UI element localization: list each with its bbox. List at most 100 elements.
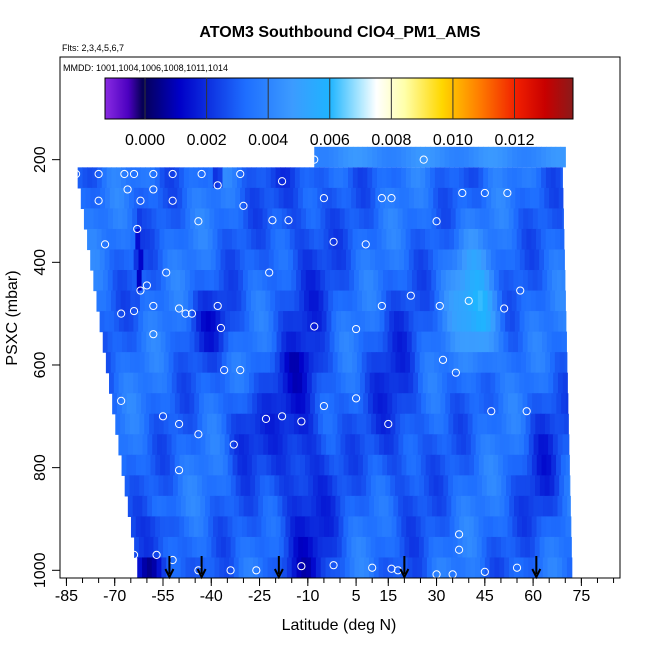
heatmap-cell [279, 290, 286, 312]
sample-point [174, 419, 184, 429]
heatmap-cell [396, 393, 403, 415]
heatmap-cell [430, 516, 436, 538]
heatmap-cell [491, 413, 498, 435]
heatmap-cell [257, 331, 263, 353]
heatmap-cell [227, 516, 233, 538]
heatmap-cell [564, 290, 566, 312]
heatmap-cell [459, 331, 466, 353]
sample-point [236, 366, 245, 375]
heatmap-cell [328, 516, 335, 538]
heatmap-cell [244, 187, 251, 210]
heatmap-cell [101, 167, 108, 189]
heatmap-cell [214, 557, 220, 578]
heatmap-cell [538, 495, 544, 518]
heatmap-cell [472, 352, 479, 374]
heatmap-cell [407, 208, 413, 230]
heatmap-cell [486, 475, 493, 497]
heatmap-cell [522, 331, 529, 353]
heatmap-cell [380, 187, 386, 210]
heatmap-cell [231, 352, 237, 374]
heatmap-cell [379, 249, 386, 271]
heatmap-cell [411, 331, 418, 353]
sample-point [368, 563, 377, 572]
heatmap-cell [212, 290, 218, 312]
heatmap-cell [156, 208, 162, 230]
heatmap-cell [410, 146, 417, 168]
sample-point [351, 324, 361, 334]
sample-point [387, 564, 396, 573]
heatmap-cell [144, 228, 151, 251]
heatmap-cell [239, 311, 246, 333]
heatmap-cell [351, 413, 358, 435]
heatmap-cell [206, 249, 212, 271]
heatmap-cell [358, 454, 364, 476]
heatmap-cell [484, 557, 491, 578]
heatmap-cell [506, 290, 513, 312]
heatmap-cell [506, 475, 512, 497]
heatmap-cell [102, 331, 109, 353]
heatmap-cell [174, 516, 180, 538]
heatmap-cell [279, 475, 285, 497]
flight-markers-layer [164, 556, 542, 580]
heatmap-cell [264, 187, 270, 210]
heatmap-cell [420, 228, 426, 251]
heatmap-cell [215, 187, 222, 210]
heatmap-cell [490, 249, 497, 271]
heatmap-cell [214, 270, 220, 292]
heatmap-cell [421, 393, 427, 415]
heatmap-cell [298, 352, 305, 374]
heatmap-cell [542, 557, 549, 578]
heatmap-cell [540, 228, 547, 251]
heatmap-cell [233, 557, 240, 578]
heatmap-cell [278, 249, 284, 271]
heatmap-cell [336, 249, 342, 271]
heatmap-cell [199, 331, 205, 353]
heatmap-cell [542, 270, 548, 292]
heatmap-cell [391, 516, 398, 538]
heatmap-cell [133, 187, 140, 210]
heatmap-cell [387, 454, 393, 476]
heatmap-cell [430, 454, 436, 476]
heatmap-cell [451, 434, 457, 456]
heatmap-cell [266, 516, 272, 538]
heatmap-cell [379, 311, 386, 333]
heatmap-cell [215, 372, 221, 394]
heatmap-cell [143, 249, 149, 271]
heatmap-cell [308, 475, 314, 497]
heatmap-cell [403, 311, 410, 333]
heatmap-cell [406, 331, 413, 353]
heatmap-cell [465, 495, 472, 518]
heatmap-cell [428, 475, 435, 497]
heatmap-cell [480, 495, 486, 518]
heatmap-cell [148, 249, 154, 271]
sample-point [580, 401, 589, 411]
heatmap-cell [114, 311, 120, 333]
sample-point [129, 550, 139, 560]
heatmap-cell [306, 557, 312, 578]
heatmap-cell [161, 495, 168, 518]
heatmap-cell [525, 536, 531, 559]
heatmap-cell [560, 454, 567, 476]
heatmap-cell [374, 372, 380, 394]
heatmap-cell [529, 372, 535, 394]
heatmap-cell [375, 413, 382, 435]
heatmap-cell [145, 516, 151, 538]
heatmap-cell [556, 393, 562, 415]
heatmap-cell [239, 249, 246, 271]
heatmap-cell [402, 208, 408, 230]
heatmap-cell [494, 495, 501, 518]
heatmap-cell [437, 434, 443, 456]
heatmap-cell [146, 270, 152, 292]
heatmap-cell [319, 167, 325, 189]
heatmap-cell [501, 352, 508, 374]
heatmap-cell [155, 393, 162, 415]
heatmap-cell [384, 249, 391, 271]
heatmap-cell [364, 557, 370, 578]
heatmap-cell [411, 454, 417, 476]
heatmap-cell [434, 228, 441, 251]
heatmap-cell [538, 434, 544, 456]
heatmap-cell [326, 249, 333, 271]
heatmap-cell [448, 290, 455, 312]
heatmap-cell [481, 249, 487, 271]
heatmap-cell [332, 352, 339, 374]
